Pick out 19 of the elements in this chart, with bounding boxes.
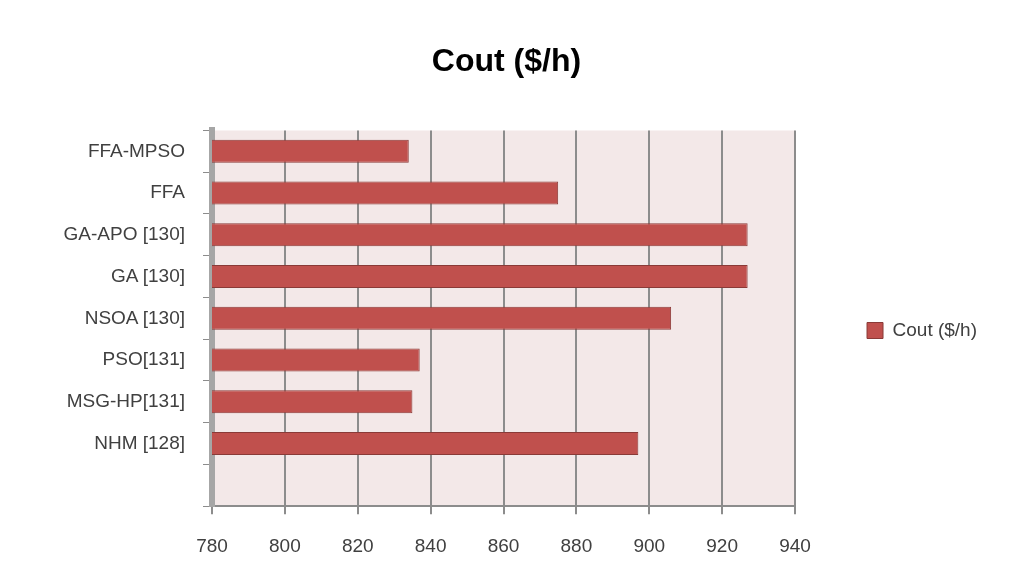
x-tick-label: 880 (560, 534, 593, 556)
y-tick-label: NHM [128] (94, 431, 185, 453)
y-tick-label: FFA (150, 181, 186, 203)
y-tick-label: PSO[131] (102, 348, 185, 370)
y-tick-label: FFA-MPSO (87, 139, 185, 161)
y-tick-label: GA [130] (111, 264, 185, 286)
x-tick-label: 900 (633, 534, 666, 556)
legend-label: Cout ($/h) (892, 318, 977, 340)
x-tick-label: 820 (341, 534, 374, 556)
y-tick-label: NSOA [130] (84, 306, 185, 328)
x-tick-label: 920 (706, 534, 738, 556)
x-tick-label: 940 (779, 534, 811, 556)
x-tick-label: 860 (487, 534, 520, 556)
x-tick-label: 840 (414, 534, 447, 556)
y-tick-label: MSG-HP[131] (66, 390, 185, 412)
chart-title: Cout ($/h) (431, 42, 582, 79)
y-tick-label: GA-APO [130] (63, 223, 185, 245)
x-tick-label: 800 (269, 534, 301, 556)
x-tick-label: 780 (196, 534, 228, 556)
